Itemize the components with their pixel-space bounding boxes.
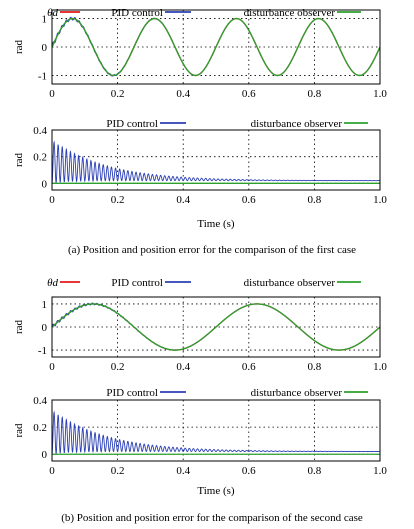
x-tick-label: 0.2 xyxy=(111,465,125,477)
x-tick-label: 0.4 xyxy=(176,465,190,477)
legend-label: PID control xyxy=(111,7,163,19)
x-tick-label: 1.0 xyxy=(373,194,387,206)
x-tick-label: 1.0 xyxy=(373,361,387,373)
legend-label: disturbance observer xyxy=(251,118,343,130)
x-tick-label: 0.6 xyxy=(242,194,256,206)
x-tick-label: 0.2 xyxy=(111,194,125,206)
y-tick-label: 0.2 xyxy=(33,422,47,434)
x-tick-label: 0.6 xyxy=(242,361,256,373)
x-tick-label: 1.0 xyxy=(373,88,387,100)
y-axis-label: rad xyxy=(13,319,25,334)
y-tick-label: -1 xyxy=(38,70,47,82)
series-disturbance-observer-line xyxy=(51,303,381,351)
legend-label: θd xyxy=(47,7,58,19)
legend-label: PID control xyxy=(106,387,158,399)
x-tick-label: 0 xyxy=(49,194,55,206)
x-tick-label: 0.8 xyxy=(308,465,322,477)
x-tick-label: 0 xyxy=(49,361,55,373)
x-tick-label: 0.6 xyxy=(242,465,256,477)
x-tick-label: 0.8 xyxy=(308,194,322,206)
legend-label: disturbance observer xyxy=(251,387,343,399)
y-tick-label: 0.2 xyxy=(33,152,47,164)
series-pid-control-line xyxy=(51,410,380,455)
legend-label: PID control xyxy=(106,118,158,130)
series-disturbance-observer-line xyxy=(51,17,381,77)
legend-label: disturbance observer xyxy=(244,7,336,19)
x-tick-label: 0.2 xyxy=(111,361,125,373)
x-tick-label: 0.8 xyxy=(308,88,322,100)
plot-frame xyxy=(51,296,381,358)
y-tick-label: -1 xyxy=(38,345,47,357)
x-tick-label: 0.4 xyxy=(176,88,190,100)
y-tick-label: 0 xyxy=(42,449,48,461)
y-tick-label: 0.4 xyxy=(33,125,47,137)
x-axis-label: Time (s) xyxy=(197,218,235,230)
x-tick-label: 0 xyxy=(49,465,55,477)
x-tick-label: 0.2 xyxy=(111,88,125,100)
plot-frame xyxy=(51,9,381,85)
plot-frame xyxy=(51,399,381,462)
x-tick-label: 0 xyxy=(49,88,55,100)
x-tick-label: 0.6 xyxy=(242,88,256,100)
y-axis-label: rad xyxy=(13,423,25,438)
y-tick-label: 1 xyxy=(42,299,48,311)
y-tick-label: 0.4 xyxy=(33,395,47,407)
legend-label: disturbance observer xyxy=(244,277,336,289)
x-tick-label: 0.4 xyxy=(176,194,190,206)
x-axis-label: Time (s) xyxy=(197,485,235,497)
caption-b: (b) Position and position error for the … xyxy=(61,512,363,524)
y-axis-label: rad xyxy=(13,39,25,54)
legend-label: θd xyxy=(47,277,58,289)
series-pid-control-line xyxy=(51,140,381,184)
legend-label: PID control xyxy=(111,277,163,289)
plot-frame xyxy=(51,129,381,191)
x-tick-label: 1.0 xyxy=(373,465,387,477)
chart-a-error: 0 0.2 0.4 0.6 0.8 1.0 0 0.2 0.4 rad Time (s) PID co… xyxy=(13,118,387,230)
y-axis-label: rad xyxy=(13,152,25,167)
x-tick-label: 0.4 xyxy=(176,361,190,373)
y-tick-label: 0 xyxy=(42,178,48,190)
y-tick-label: 1 xyxy=(42,14,48,26)
caption-a: (a) Position and position error for the … xyxy=(68,244,356,256)
y-tick-label: 0 xyxy=(42,42,48,54)
y-tick-label: 0 xyxy=(42,322,48,334)
chart-b-error: 0 0.2 0.4 0.6 0.8 1.0 0 0.2 0.4 rad Time (s) PID co… xyxy=(13,387,387,497)
x-tick-label: 0.8 xyxy=(308,361,322,373)
